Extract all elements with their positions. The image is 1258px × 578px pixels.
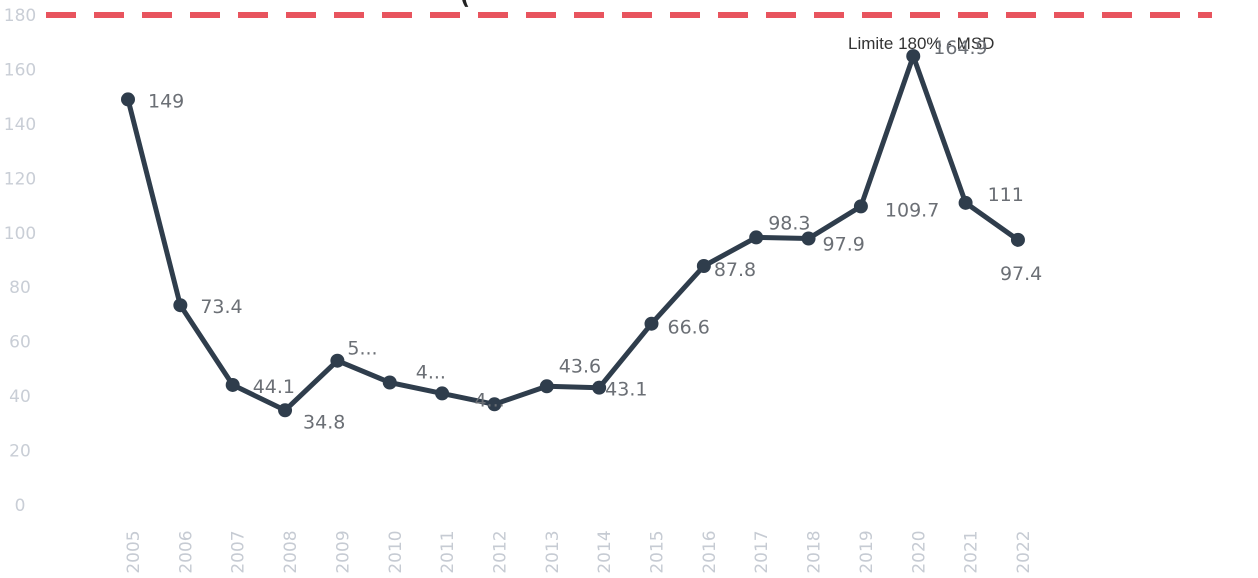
data-label: 98.3: [768, 212, 810, 234]
y-tick-label: 180: [4, 6, 36, 26]
x-tick-label: 2022: [1014, 530, 1034, 573]
y-tick-label: 160: [4, 60, 36, 80]
chart-title: (: [460, 0, 470, 10]
data-point: [121, 92, 135, 107]
data-labels: 149 73.4 44.1 34.8 5... 4... 4... 43.643.1 66.6 8…: [148, 37, 1042, 433]
data-point: [958, 195, 973, 210]
x-tick-label: 2016: [700, 530, 720, 573]
data-label: 34.8: [303, 411, 345, 433]
data-label: 43.6: [559, 355, 601, 377]
y-tick-label: 40: [9, 387, 31, 407]
data-point: [435, 386, 450, 401]
y-tick-label: 0: [15, 496, 26, 516]
reference-line-label: Limite 180% - MSD: [848, 34, 994, 53]
data-label: 149: [148, 90, 184, 112]
y-tick-label: 120: [4, 169, 36, 189]
data-point: [173, 298, 188, 313]
data-point: [853, 199, 868, 214]
data-label: 109.7: [885, 199, 939, 221]
data-label: 4...: [416, 362, 446, 384]
data-point: [644, 316, 659, 331]
x-tick-label: 2018: [805, 530, 825, 573]
data-point: [487, 397, 502, 412]
y-tick-label: 100: [4, 224, 36, 244]
x-tick-label: 2010: [386, 530, 406, 573]
x-tick-label: 2020: [909, 530, 929, 573]
data-label: 43.1: [605, 379, 647, 401]
x-tick-label: 2011: [438, 530, 458, 573]
data-point: [801, 231, 816, 246]
series-line: [125, 53, 1020, 413]
x-tick-label: 2005: [124, 530, 144, 573]
data-point: [749, 230, 764, 245]
data-label: 73.4: [200, 296, 242, 318]
data-label: 111: [988, 184, 1024, 206]
data-label: 5...: [347, 338, 377, 360]
x-tick-label: 2015: [648, 530, 668, 573]
x-tick-label: 2007: [229, 530, 249, 573]
data-label: 97.9: [823, 233, 865, 255]
x-axis: 2005 2006 2007 2008 2009 2010 2011 2012 2013 2014…: [124, 530, 1034, 573]
data-label: 66.6: [668, 317, 710, 339]
data-point: [382, 375, 397, 390]
data-point: [278, 403, 293, 418]
x-tick-label: 2017: [752, 530, 772, 573]
y-tick-label: 80: [9, 278, 31, 298]
data-label: 44.1: [253, 376, 295, 398]
y-axis: 0 20 40 60 80 100 120 140 160 180: [4, 6, 36, 516]
data-points: [121, 49, 1025, 418]
data-point: [539, 379, 554, 394]
data-point: [592, 380, 607, 395]
y-tick-label: 20: [9, 442, 31, 462]
y-tick-label: 60: [9, 333, 31, 353]
x-tick-label: 2019: [857, 530, 877, 573]
x-tick-label: 2014: [595, 530, 615, 573]
x-tick-label: 2013: [543, 530, 563, 573]
x-tick-label: 2021: [962, 530, 982, 573]
y-tick-label: 140: [4, 115, 36, 135]
data-point: [225, 377, 240, 392]
x-tick-label: 2006: [176, 530, 196, 573]
data-point: [1010, 232, 1025, 247]
data-point: [696, 258, 711, 273]
data-point: [330, 353, 345, 368]
x-tick-label: 2008: [281, 530, 301, 573]
data-label: 164.9: [933, 37, 987, 59]
data-label: 87.8: [714, 259, 756, 281]
x-tick-label: 2012: [490, 530, 510, 573]
x-tick-label: 2009: [333, 530, 353, 573]
data-point: [906, 49, 921, 64]
data-label: 4...: [474, 389, 504, 411]
data-label: 97.4: [1000, 263, 1042, 285]
